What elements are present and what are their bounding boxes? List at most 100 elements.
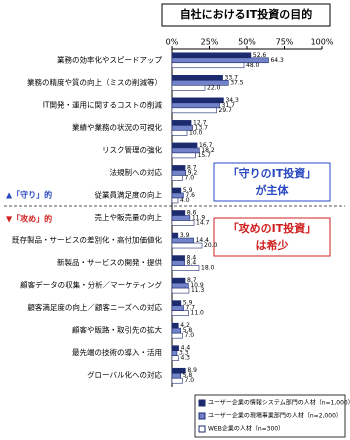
legend-label: ユーザー企業の情報システム部門の人材（n=1,000） bbox=[208, 399, 350, 407]
x-tick-label: 25% bbox=[201, 38, 219, 47]
bar bbox=[171, 165, 186, 171]
defense-box-text: が主体 bbox=[256, 183, 290, 197]
value-label: 10.0 bbox=[189, 129, 203, 136]
value-label: 18.2 bbox=[201, 147, 215, 154]
x-tick-label: 50% bbox=[238, 38, 256, 47]
value-label: 48.0 bbox=[246, 62, 260, 69]
value-label: 18.0 bbox=[201, 265, 215, 272]
y-tick-label: 業績や業務の状況の可視化 bbox=[72, 122, 162, 132]
value-label: 7.0 bbox=[185, 332, 195, 339]
value-label: 7.0 bbox=[185, 377, 195, 384]
value-label: 5.9 bbox=[183, 300, 193, 307]
value-label: 11.9 bbox=[192, 215, 206, 222]
value-label: 4.2 bbox=[180, 322, 190, 329]
offense-box-text: は希少 bbox=[256, 238, 289, 252]
bar bbox=[171, 52, 252, 59]
value-label: 33.7 bbox=[225, 74, 239, 81]
y-tick-label: 新製品・サービスの開発・提供 bbox=[57, 257, 162, 267]
bar bbox=[171, 220, 195, 226]
offense-label: ▼「攻め」的 bbox=[6, 214, 52, 224]
value-label: 11.3 bbox=[191, 287, 205, 294]
value-label: 16.7 bbox=[199, 142, 213, 149]
bar bbox=[171, 332, 183, 339]
bar bbox=[171, 97, 224, 104]
value-label: 7.7 bbox=[186, 305, 196, 312]
legend-marker bbox=[198, 425, 206, 433]
offense-box bbox=[213, 217, 331, 257]
bar bbox=[171, 327, 181, 334]
value-label: 34.3 bbox=[225, 97, 239, 104]
bar bbox=[171, 242, 203, 249]
bar bbox=[171, 102, 220, 109]
value-label: 5.8 bbox=[183, 327, 193, 334]
bar bbox=[171, 107, 217, 114]
x-tick-label: 75% bbox=[276, 38, 294, 47]
bar bbox=[171, 232, 179, 239]
bar bbox=[171, 175, 183, 181]
bar bbox=[171, 210, 186, 216]
value-label: 7.6 bbox=[185, 192, 195, 199]
value-label: 8.9 bbox=[187, 367, 197, 374]
legend-label: WEB企業の人材（n=300） bbox=[208, 425, 284, 433]
bar bbox=[171, 260, 185, 266]
value-label: 12.7 bbox=[193, 119, 207, 126]
defense-label: ▲「守り」的 bbox=[6, 190, 52, 200]
value-label: 8.4 bbox=[187, 260, 197, 267]
y-tick-label: 業務の効率化やスピードアップ bbox=[57, 54, 162, 64]
value-label: 11.0 bbox=[191, 310, 205, 317]
bar bbox=[171, 345, 179, 352]
y-tick-label: 顧客満足度の向上／顧客ニーズへの対応 bbox=[27, 302, 162, 312]
value-label: 29.7 bbox=[219, 107, 233, 114]
value-label: 4.4 bbox=[181, 345, 191, 352]
value-label: 4.0 bbox=[180, 197, 190, 204]
bar bbox=[171, 75, 223, 81]
bar bbox=[171, 282, 189, 289]
x-tick-label: 100% bbox=[311, 38, 334, 47]
legend bbox=[194, 394, 346, 438]
value-label: 22.0 bbox=[207, 84, 221, 91]
bar bbox=[171, 350, 178, 357]
bar bbox=[171, 265, 200, 271]
y-tick-label: 法規制への対応 bbox=[110, 167, 163, 177]
y-tick-label: 顧客や販路・取引先の拡大 bbox=[72, 325, 162, 335]
value-label: 5.8 bbox=[183, 372, 193, 379]
bar bbox=[171, 215, 191, 221]
offense-box-text: 「攻めのIT投資」 bbox=[228, 221, 317, 235]
bar bbox=[171, 287, 190, 294]
value-label: 31.7 bbox=[222, 102, 236, 109]
y-tick-label: 従業員満足度の向上 bbox=[95, 189, 163, 199]
bar bbox=[171, 300, 182, 306]
bar bbox=[171, 120, 192, 126]
bar bbox=[171, 277, 186, 284]
legend-marker bbox=[198, 412, 206, 420]
defense-box-text: 「守りのIT投資」 bbox=[228, 166, 317, 180]
y-tick-label: IT開発・運用に関するコストの削減 bbox=[43, 99, 163, 109]
y-tick-label: グローバル化への対応 bbox=[87, 370, 162, 380]
y-tick-label: 売上や販売量の向上 bbox=[95, 212, 163, 222]
value-label: 3.3 bbox=[179, 350, 189, 357]
value-label: 10.9 bbox=[190, 282, 204, 289]
bar bbox=[171, 322, 179, 329]
bar bbox=[171, 237, 194, 244]
value-label: 14.7 bbox=[196, 220, 210, 227]
bar bbox=[171, 377, 183, 384]
legend-label: ユーザー企業の現場事業部門の人材（n=2,000） bbox=[208, 412, 342, 420]
value-label: 9.2 bbox=[188, 169, 198, 176]
bar bbox=[171, 62, 245, 69]
y-tick-label: 最先端の技術の導入・活用 bbox=[72, 347, 162, 357]
y-tick-label: 業務の精度や質の向上（ミスの削減等） bbox=[27, 77, 162, 87]
bar bbox=[171, 372, 181, 379]
value-label: 3.9 bbox=[180, 232, 190, 239]
y-tick-label: 顧客データの収集・分析／マーケティング bbox=[20, 280, 162, 290]
value-label: 14.4 bbox=[196, 237, 210, 244]
value-label: 13.7 bbox=[195, 124, 209, 131]
bar bbox=[171, 130, 188, 136]
value-label: 4.3 bbox=[180, 355, 190, 362]
title-box bbox=[161, 3, 331, 27]
chart-title: 自社におけるIT投資の目的 bbox=[180, 7, 313, 21]
value-label: 52.6 bbox=[253, 52, 267, 59]
y-tick-label: 既存製品・サービスの差別化・高付加価値化 bbox=[12, 235, 162, 245]
value-label: 64.3 bbox=[270, 57, 284, 64]
y-tick-label: リスク管理の強化 bbox=[102, 144, 162, 154]
